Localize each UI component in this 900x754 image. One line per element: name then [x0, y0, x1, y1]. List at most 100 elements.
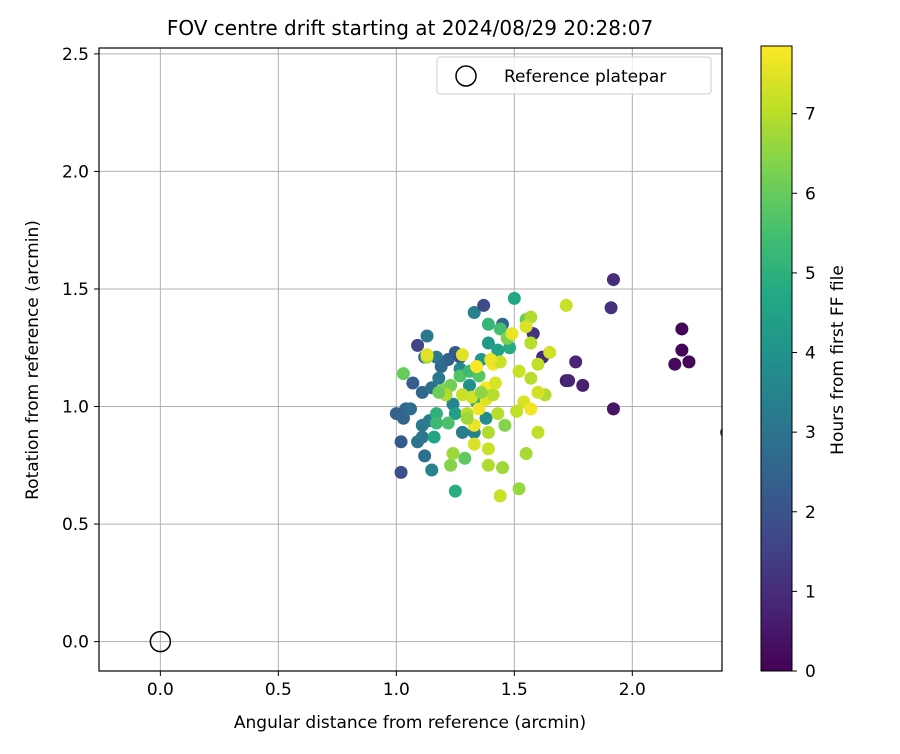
legend-label: Reference platepar: [504, 67, 666, 87]
scatter-point: [505, 327, 519, 341]
scatter-point: [498, 418, 512, 432]
scatter-point: [484, 353, 498, 366]
scatter-point: [420, 348, 434, 362]
scatter-point: [488, 376, 502, 390]
scatter-point: [531, 357, 545, 371]
scatter-point: [675, 343, 689, 357]
y-tick-label: 1.0: [62, 398, 89, 418]
x-tick-label: 0.5: [265, 680, 292, 700]
scatter-point: [606, 273, 620, 287]
scatter-point: [486, 388, 500, 402]
scatter-point: [429, 416, 443, 430]
scatter-point: [474, 385, 488, 399]
x-tick-label: 1.0: [383, 680, 410, 700]
x-tick-label: 2.0: [619, 680, 646, 700]
scatter-point: [415, 430, 429, 444]
scatter-point: [455, 425, 469, 439]
scatter-point: [562, 374, 576, 388]
scatter-point: [429, 407, 443, 421]
scatter-point: [432, 371, 446, 385]
grid: [99, 48, 722, 671]
scatter-point: [481, 458, 495, 472]
scatter-point: [432, 385, 446, 399]
chart-title: FOV centre drift starting at 2024/08/29 …: [167, 16, 653, 40]
colorbar-bar: [760, 45, 793, 672]
scatter-point: [396, 367, 410, 381]
legend: Reference platepar: [436, 56, 712, 95]
colorbar-tick-label: 2: [805, 503, 816, 523]
y-axis-label: Rotation from reference (arcmin): [23, 220, 43, 500]
scatter-point: [524, 336, 538, 350]
colorbar-label: Hours from first FF file: [828, 265, 848, 455]
scatter-point: [512, 364, 526, 378]
y-tick-label: 0.5: [62, 515, 89, 535]
scatter-point: [418, 449, 432, 463]
scatter-point: [404, 402, 417, 416]
scatter-point: [606, 402, 620, 416]
colorbar-tick-label: 4: [805, 344, 816, 364]
scatter-point: [576, 378, 590, 392]
scatter-point: [604, 301, 618, 315]
scatter-point: [519, 320, 533, 334]
scatter-point: [569, 355, 583, 369]
legend-marker-icon: [455, 65, 477, 87]
colorbar-tick-label: 6: [805, 184, 816, 204]
scatter-point: [524, 402, 538, 416]
colorbar-tick-label: 7: [805, 105, 816, 125]
scatter-point: [524, 371, 538, 385]
scatter-point: [481, 442, 495, 456]
scatter-point: [446, 447, 460, 461]
x-axis-label: Angular distance from reference (arcmin): [234, 713, 586, 733]
scatter-point: [496, 461, 510, 475]
scatter-point: [470, 360, 484, 374]
scatter-point: [455, 388, 469, 402]
colorbar-tick-label: 1: [805, 582, 816, 602]
scatter-point: [455, 348, 469, 362]
scatter-point: [472, 402, 486, 416]
scatter-point: [467, 437, 481, 451]
scatter-point: [406, 376, 420, 390]
colorbar-tick-label: 3: [805, 423, 816, 443]
x-tick-label: 0.0: [147, 680, 174, 700]
scatter-point: [481, 317, 495, 331]
colorbar: 0 1 2 3 4 5 6 7 Hours from first FF file: [760, 45, 848, 682]
scatter-point: [462, 378, 476, 392]
scatter-point: [394, 435, 408, 449]
y-axis-ticks: 0.0 0.5 1.0 1.5 2.0 2.5: [62, 45, 99, 653]
scatter-point: [491, 343, 505, 357]
scatter-point: [479, 411, 493, 425]
scatter-point: [675, 322, 689, 336]
scatter-point: [441, 416, 455, 430]
scatter-point: [559, 298, 573, 312]
y-tick-label: 2.0: [62, 162, 89, 182]
plot-frame: [98, 47, 723, 672]
x-tick-label: 1.5: [501, 680, 528, 700]
scatter-point: [531, 385, 545, 399]
scatter-point: [481, 425, 495, 439]
scatter-point: [510, 404, 524, 418]
legend-box: [436, 56, 712, 95]
scatter-point: [420, 329, 434, 343]
scatter-point: [507, 291, 521, 305]
scatter-point: [493, 489, 507, 503]
reference-marker-layer: [149, 630, 172, 653]
scatter-point: [411, 338, 425, 352]
scatter-point: [682, 355, 696, 369]
y-tick-label: 0.0: [62, 633, 89, 653]
reference-platepar-marker: [149, 630, 172, 653]
scatter-point: [458, 451, 472, 465]
data-points: [389, 273, 722, 503]
scatter-point: [394, 465, 408, 479]
scatter-point: [493, 322, 507, 336]
colorbar-ticks: 0 1 2 3 4 5 6 7: [792, 105, 816, 682]
scatter-point: [481, 336, 495, 350]
scatter-point: [668, 357, 682, 371]
scatter-point: [512, 482, 526, 496]
scatter-point: [448, 484, 462, 498]
scatter-point: [543, 345, 557, 359]
scatter-point: [477, 298, 491, 312]
scatter-point: [460, 411, 474, 425]
scatter-point: [519, 447, 533, 461]
